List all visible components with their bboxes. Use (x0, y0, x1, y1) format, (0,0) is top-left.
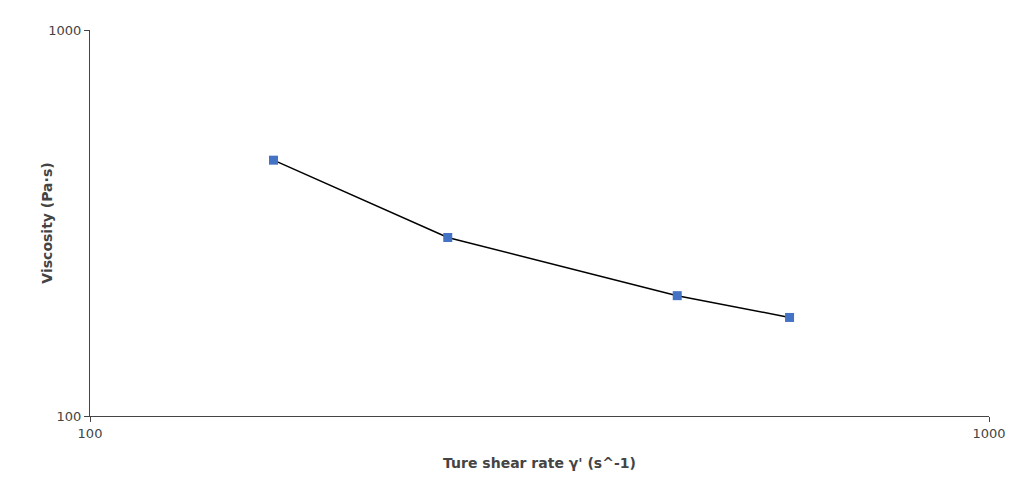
svg-text:100: 100 (57, 409, 82, 424)
svg-text:Ture shear rate γ' (s^-1): Ture shear rate γ' (s^-1) (443, 455, 636, 471)
svg-text:100: 100 (78, 426, 103, 441)
svg-text:1000: 1000 (972, 426, 1005, 441)
svg-text:1000: 1000 (48, 23, 81, 38)
svg-text:Viscosity (Pa·s): Viscosity (Pa·s) (39, 162, 55, 283)
